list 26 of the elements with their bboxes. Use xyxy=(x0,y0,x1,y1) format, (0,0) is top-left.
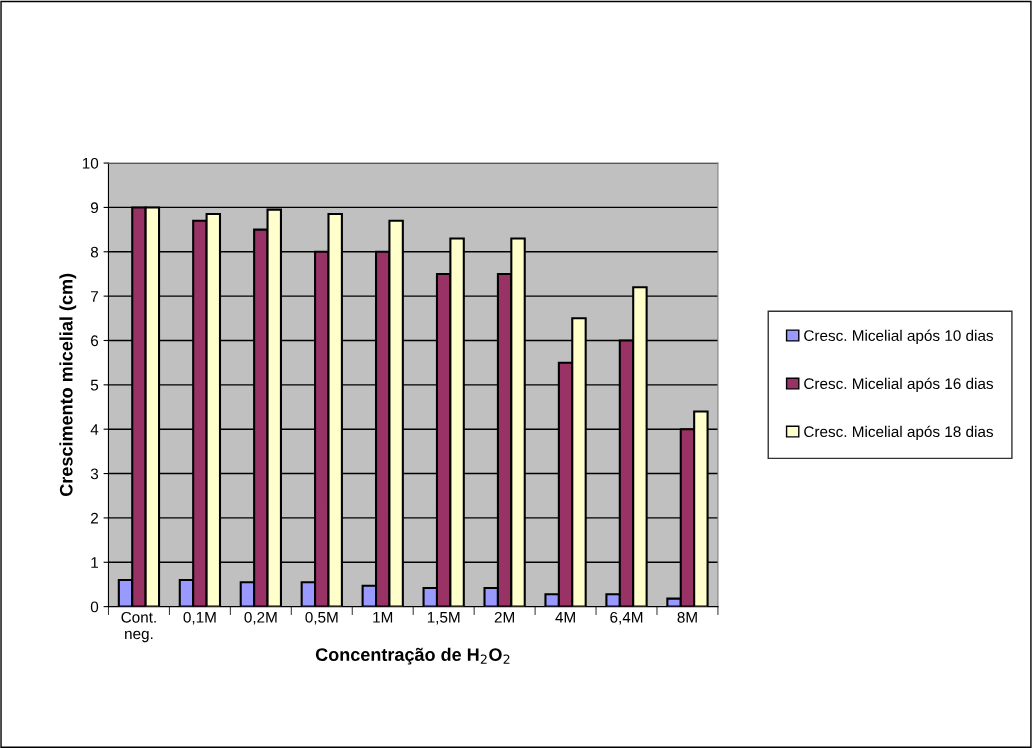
x-tick-label: Cont. neg. xyxy=(121,611,156,643)
x-tick-label: 2M xyxy=(494,611,514,623)
x-axis-title: Concentração de H$_{2}$O$_{2}$ xyxy=(315,647,510,665)
legend-label: Cresc. Micelial após 10 dias xyxy=(804,329,994,345)
y-tick-label: 8 xyxy=(90,246,99,258)
y-tick-label: 0 xyxy=(90,601,99,613)
x-tick-label: 1,5M xyxy=(427,612,460,625)
y-tick-label: 5 xyxy=(90,379,99,391)
x-tick-label: 8M xyxy=(677,611,697,623)
legend-label: Cresc. Micelial após 18 dias xyxy=(804,425,994,441)
x-tick-label: 0,2M xyxy=(244,611,277,625)
x-tick-label: 4M xyxy=(555,612,575,623)
y-tick-label: 6 xyxy=(91,335,99,347)
y-tick-label: 9 xyxy=(90,202,99,214)
y-tick-label: 3 xyxy=(90,468,99,480)
x-tick-label: 6,4M xyxy=(610,611,643,625)
x-tick-label: 1M xyxy=(373,612,393,623)
x-tick-label: 0,1M xyxy=(183,611,216,625)
y-tick-label: 7 xyxy=(91,291,98,302)
x-tick-label: 0,5M xyxy=(305,611,338,625)
legend-label: Cresc. Micelial após 16 dias xyxy=(804,377,994,393)
y-tick-label: 1 xyxy=(91,557,98,568)
y-tick-label: 2 xyxy=(91,512,98,524)
y-axis-title: Crescimento micelial (cm) xyxy=(59,273,77,496)
y-tick-label: 10 xyxy=(82,157,99,169)
y-tick-label: 4 xyxy=(90,424,99,435)
